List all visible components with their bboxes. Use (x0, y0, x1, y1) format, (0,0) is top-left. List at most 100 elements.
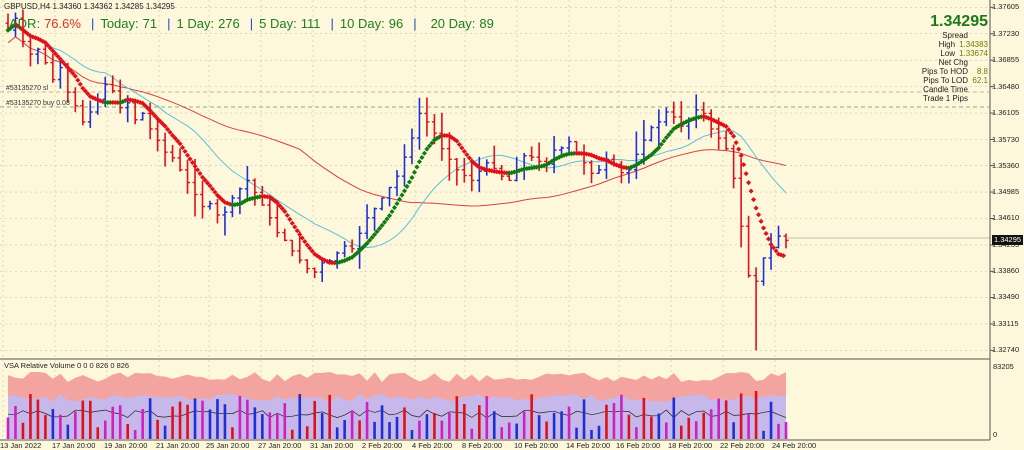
time-tick-label: 13 Jan 2022 (0, 441, 42, 450)
volume-bar (380, 405, 384, 439)
moving-averages (7, 23, 787, 249)
trend-dot (194, 167, 201, 173)
trend-dot (182, 148, 188, 154)
trend-dot (282, 208, 288, 214)
order-buy-label[interactable]: #53135270 buy 0.08 (6, 100, 70, 107)
volume-bar (343, 419, 346, 439)
trend-dot (396, 196, 403, 202)
volume-bar (425, 414, 429, 439)
volume-bar (582, 399, 586, 439)
trend-dot (386, 213, 393, 219)
volume-bar (522, 411, 526, 439)
price-tick-label: 1.32740 (992, 345, 1020, 355)
today-value: 71 (142, 15, 158, 31)
volume-bar (754, 391, 758, 439)
volume-bar (156, 419, 159, 439)
volume-bar (477, 405, 481, 439)
volume-bar (410, 429, 414, 439)
trend-dot (177, 141, 183, 147)
volume-bar (350, 410, 354, 439)
pips-hod-label: Pips To HOD (921, 67, 968, 76)
volume-bar (335, 427, 339, 439)
volume-bar (552, 412, 556, 439)
info-row: Candle Time (922, 85, 988, 94)
trend-dot (47, 45, 53, 51)
trend-dot (274, 200, 280, 206)
time-tick-label: 22 Feb 20:00 (720, 441, 765, 450)
main-pane[interactable] (0, 0, 990, 358)
volume-bar (216, 399, 219, 439)
info-row: Low 1.33674 (922, 49, 988, 58)
volume-bar (732, 422, 735, 439)
current-price-tag: 1.34295 (992, 235, 1023, 245)
day20-value: 89 (479, 15, 494, 31)
trend-dot (167, 129, 173, 135)
time-tick-label: 27 Jan 20:00 (258, 441, 302, 450)
volume-bar (201, 400, 204, 439)
trend-dot (394, 201, 400, 207)
volume-bar (328, 394, 331, 439)
volume-bar (373, 421, 376, 439)
volume-bar (784, 422, 788, 439)
trend-dot (202, 177, 208, 183)
price-tick-label: 1.37230 (992, 28, 1020, 38)
adr-separator: | (330, 15, 334, 31)
adr-indicator: ADR: 76.6% | Today: 71 | 1 Day: 276 | 5 … (0, 12, 498, 34)
price-tick-label: 1.35730 (992, 134, 1020, 144)
adr-separator: | (167, 15, 171, 31)
trend-dot (65, 65, 71, 71)
trend-dot (57, 56, 63, 62)
volume-bar (305, 426, 309, 439)
trend-dot (726, 127, 732, 133)
trend-dot (289, 220, 295, 226)
trend-dot (42, 40, 48, 46)
volume-bar (103, 420, 107, 439)
low-value: 1.33674 (959, 49, 988, 58)
volume-bar (81, 400, 85, 439)
price-tick-label: 1.34985 (992, 187, 1020, 197)
vsa-indicator-label: VSA Relative Volume 0 0 0 826 0 826 (4, 361, 130, 370)
volume-bar (193, 398, 197, 439)
volume-bar (470, 428, 474, 439)
order-sl-label[interactable]: #53135270 sl (6, 85, 49, 92)
volume-bar (485, 396, 489, 439)
day1-label: 1 Day: (176, 15, 215, 31)
info-panel: 1.34295 Spread High 1.34383 Low 1.33674 Ne… (921, 14, 988, 104)
volume-bar (141, 408, 144, 439)
volume-bar (231, 427, 234, 439)
volume-bar (717, 398, 720, 439)
trend-dot (62, 62, 68, 68)
volume-bar (126, 423, 129, 439)
volume-bar (507, 422, 511, 439)
volume-bar (612, 403, 616, 439)
time-tick-label: 16 Feb 20:00 (616, 441, 661, 450)
time-tick-label: 17 Jan 20:00 (52, 441, 96, 450)
volume-bar (6, 417, 10, 439)
volume-bar (36, 399, 40, 439)
volume-bar (148, 398, 152, 439)
volume-bar (403, 407, 406, 439)
time-tick-label: 2 Feb 20:00 (362, 441, 403, 450)
volume-bar (44, 415, 47, 439)
adr-separator: | (90, 15, 95, 31)
volume-bar (171, 406, 174, 439)
volume-bar (665, 422, 668, 439)
volume-bar (186, 404, 189, 439)
trend-dot (152, 113, 158, 119)
volume-bar (365, 401, 369, 439)
trend-dot (67, 67, 73, 73)
adr-value: 76.6% (44, 15, 81, 31)
trend-dot (207, 183, 213, 189)
day10-value: 96 (388, 15, 404, 31)
trend-dot (199, 174, 206, 180)
volume-bar (21, 422, 25, 439)
info-row: Trade 1 Pips (922, 94, 988, 103)
price-tick-label: 1.36855 (992, 55, 1020, 65)
trend-dot (77, 81, 83, 87)
volume-bar (545, 421, 548, 439)
chart-title: GBPUSD,H4 1.34360 1.34362 1.34285 1.3429… (4, 2, 175, 11)
volume-bar (605, 404, 608, 439)
time-tick-label: 25 Jan 20:00 (206, 441, 250, 450)
